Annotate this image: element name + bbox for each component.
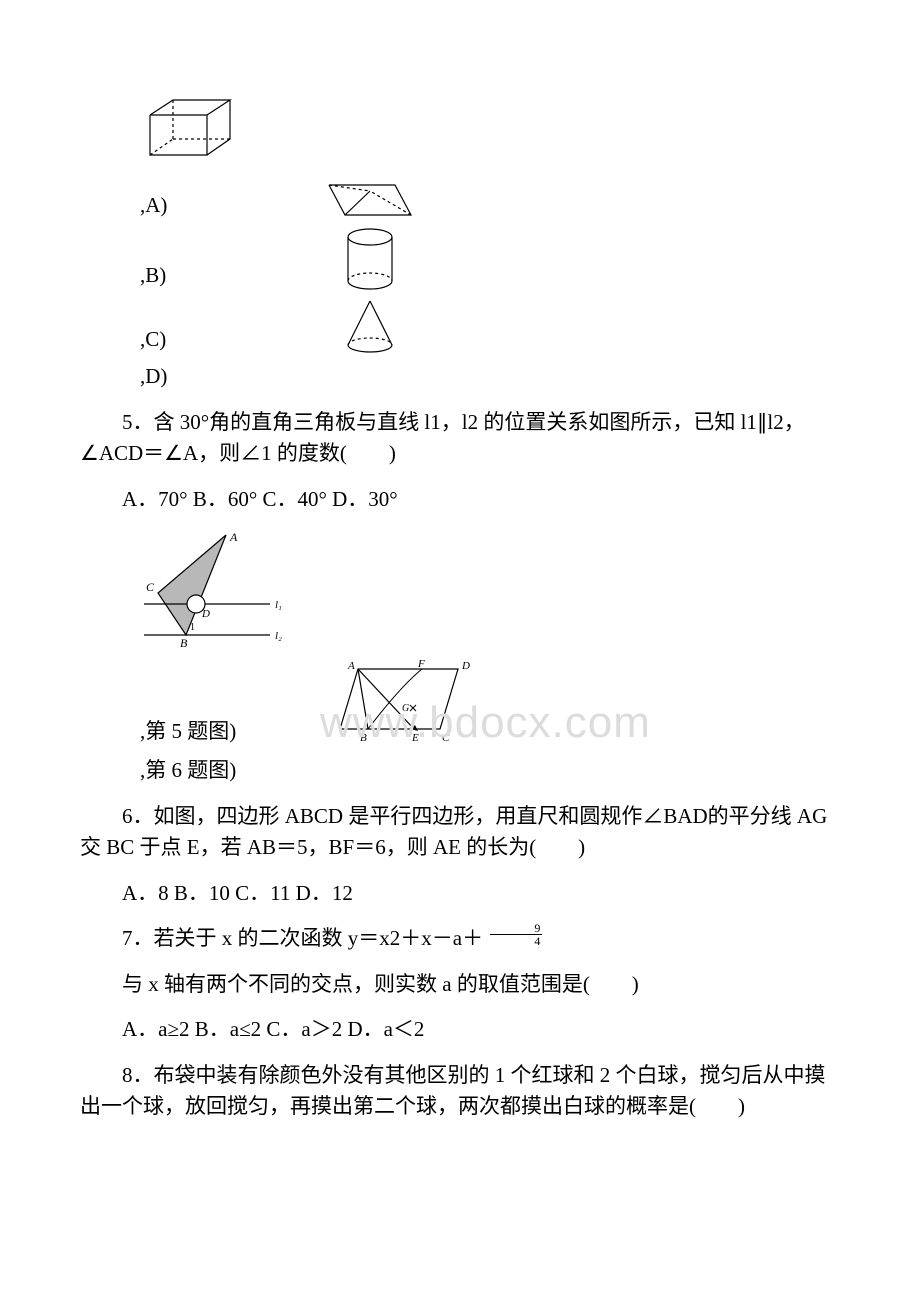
q7-stem-pre: 7．若关于 x 的二次函数 y＝x2＋x－a＋: [122, 926, 483, 950]
svg-text:B: B: [360, 732, 367, 744]
q7-stem-line2: 与 x 轴有两个不同的交点，则实数 a 的取值范围是( ): [80, 969, 840, 1001]
q7-choices: A．a≥2 B．a≤2 C．a＞2 D．a＜2: [80, 1014, 840, 1046]
svg-text:l₁: l₁: [275, 599, 282, 611]
svg-text:E: E: [411, 732, 419, 744]
option-c-row: ,C): [80, 297, 840, 355]
q5-figure: A C D B 1 l₁ l₂: [80, 529, 840, 649]
q8-stem: 8．布袋中装有除颜色外没有其他区别的 1 个红球和 2 个白球，搅匀后从中摸出一…: [80, 1060, 840, 1123]
q7-stem-line1: 7．若关于 x 的二次函数 y＝x2＋x－a＋ 9 4: [80, 923, 840, 955]
q6-choices: A．8 B．10 C．11 D．12: [80, 878, 840, 910]
svg-text:F: F: [417, 658, 425, 670]
q5-choices: A．70° B．60° C．40° D．30°: [80, 484, 840, 516]
option-d-label: ,D): [140, 361, 320, 393]
option-c-label: ,C): [140, 324, 320, 356]
option-b-label: ,B): [140, 260, 320, 292]
svg-text:D: D: [201, 608, 210, 620]
cylinder-figure: [320, 227, 420, 291]
q6-figure: A F D B E C G: [330, 657, 490, 747]
fraction-9-4: 9 4: [490, 922, 542, 947]
svg-text:C: C: [146, 580, 155, 594]
q5-fig-label: ,第 5 题图): [140, 716, 330, 748]
cone-figure: [320, 297, 420, 355]
q5-fig-label-row: ,第 5 题图) A F D B E C G: [80, 657, 840, 747]
svg-text:1: 1: [190, 622, 195, 633]
svg-text:A: A: [347, 660, 355, 672]
prism-figure: [320, 177, 420, 221]
shape-cuboid-row: [80, 95, 840, 159]
q5-stem: 5．含 30°角的直角三角板与直线 l1，l2 的位置关系如图所示，已知 l1∥…: [80, 407, 840, 470]
svg-text:G: G: [402, 703, 409, 714]
frac-bot: 4: [490, 935, 542, 947]
svg-text:B: B: [180, 636, 188, 649]
cuboid-figure: [140, 95, 240, 159]
option-a-row: ,A): [80, 177, 840, 221]
option-a-label: ,A): [140, 190, 320, 222]
svg-text:A: A: [229, 530, 238, 544]
option-d-row: ,D): [80, 361, 840, 393]
q6-fig-label: ,第 6 题图): [140, 755, 330, 787]
svg-text:l₂: l₂: [275, 630, 282, 642]
svg-text:C: C: [442, 732, 450, 744]
frac-top: 9: [490, 922, 542, 935]
q6-fig-label-row: ,第 6 题图): [80, 755, 840, 787]
option-b-row: ,B): [80, 227, 840, 291]
svg-text:D: D: [461, 660, 470, 672]
q6-stem: 6．如图，四边形 ABCD 是平行四边形，用直尺和圆规作∠BAD的平分线 AG …: [80, 801, 840, 864]
